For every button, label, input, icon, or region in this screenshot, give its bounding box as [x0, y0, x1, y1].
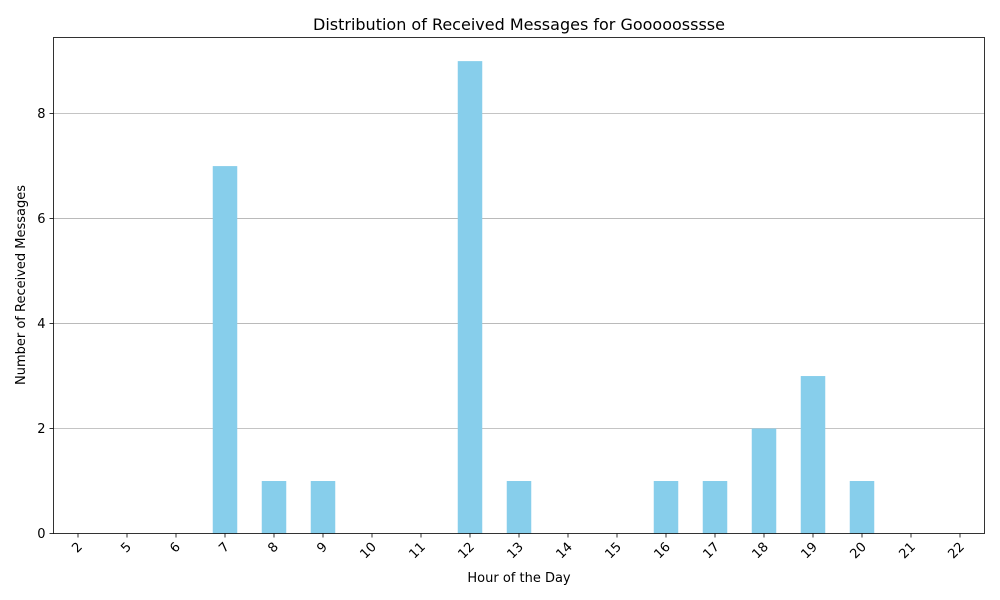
- bar-hour-8: [261, 481, 287, 534]
- y-axis-label: Number of Received Messages: [14, 185, 29, 385]
- x-tick-label: 19: [799, 540, 821, 562]
- y-tick-label: 6: [37, 212, 45, 227]
- bar-hour-7: [212, 166, 238, 534]
- x-tick-label: 17: [701, 540, 723, 562]
- bar-hour-17: [702, 481, 728, 534]
- y-tick-label: 0: [37, 527, 45, 542]
- x-ticks: 2 5 6 7 8 9 10 11 12 13 14 15 16 17 18 19 20 21 22: [69, 533, 968, 562]
- bar-hour-13: [506, 481, 532, 534]
- x-tick-label: 11: [407, 540, 429, 562]
- x-tick-label: 13: [505, 540, 527, 562]
- x-tick-label: 14: [554, 540, 576, 562]
- x-tick-label: 20: [848, 540, 870, 562]
- y-tick-label: 4: [37, 317, 45, 332]
- x-tick-label: 15: [603, 540, 625, 562]
- bars: [212, 61, 875, 534]
- x-tick-label: 21: [897, 540, 919, 562]
- gridlines: [53, 113, 985, 429]
- x-tick-label: 7: [216, 540, 232, 556]
- x-axis-label: Hour of the Day: [467, 571, 571, 586]
- x-tick-label: 18: [750, 540, 772, 562]
- bar-hour-9: [310, 481, 336, 534]
- plot-frame: [53, 37, 985, 534]
- x-tick-label: 10: [358, 540, 380, 562]
- y-tick-label: 2: [37, 422, 45, 437]
- x-tick-label: 22: [946, 540, 968, 562]
- x-tick-label: 8: [265, 540, 281, 556]
- bar-hour-20: [849, 481, 875, 534]
- y-tick-label: 8: [37, 107, 45, 122]
- x-tick-label: 16: [652, 540, 674, 562]
- x-tick-label: 2: [69, 540, 85, 556]
- y-ticks: 0 2 4 6 8: [37, 107, 54, 542]
- bar-hour-18: [751, 428, 777, 534]
- x-tick-label: 5: [118, 540, 134, 556]
- chart-title: Distribution of Received Messages for Go…: [313, 15, 725, 34]
- bar-hour-12: [457, 61, 483, 534]
- x-tick-label: 12: [456, 540, 478, 562]
- bar-hour-16: [653, 481, 679, 534]
- x-tick-label: 9: [314, 540, 330, 556]
- bar-hour-19: [800, 376, 826, 534]
- x-tick-label: 6: [167, 540, 183, 556]
